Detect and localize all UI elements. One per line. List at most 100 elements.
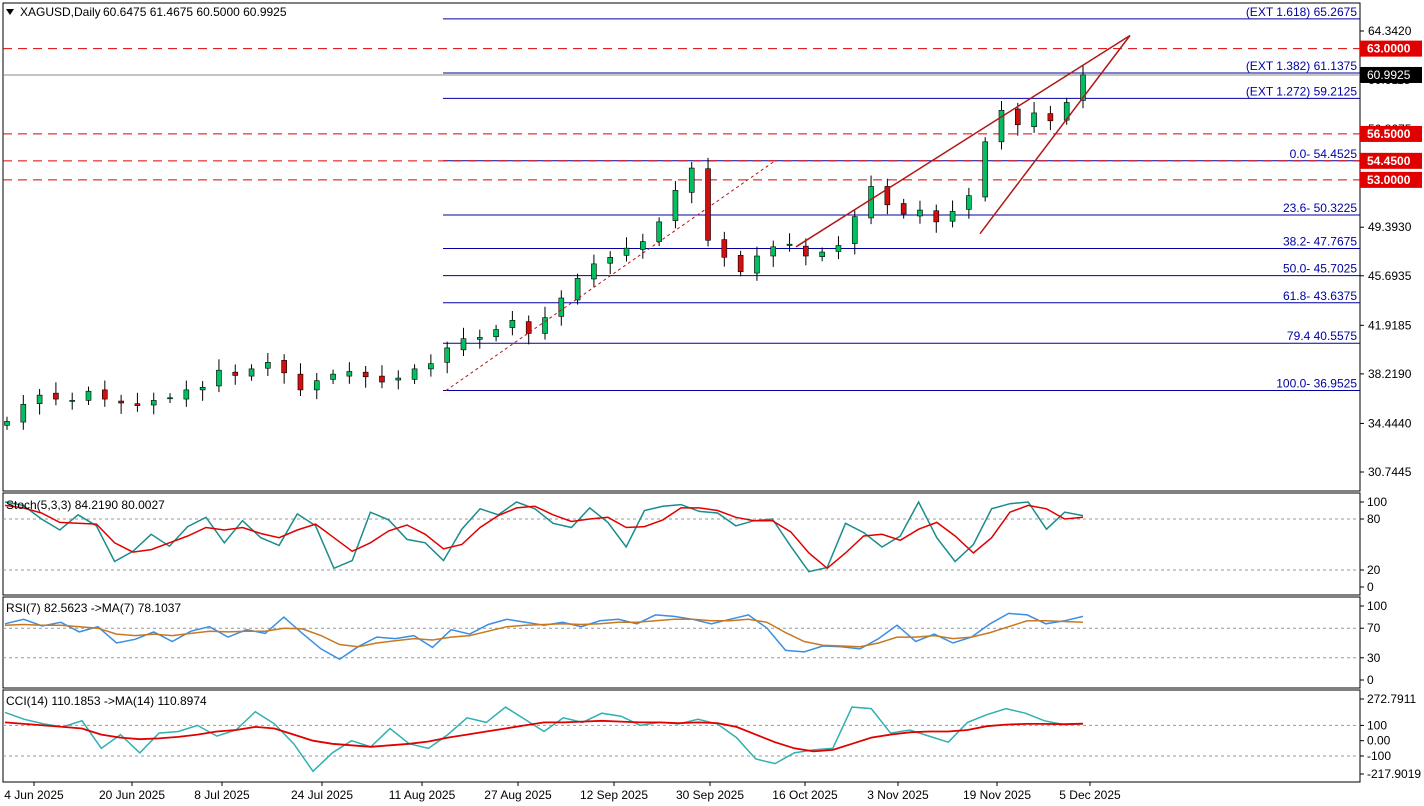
candle <box>199 381 206 401</box>
candle-body <box>36 394 43 404</box>
rsi-ma-line <box>4 618 1084 648</box>
candle-body <box>525 321 532 334</box>
candle <box>1080 65 1086 109</box>
candle <box>20 395 27 430</box>
candle-body <box>688 167 695 193</box>
indicator-tick-label: 100 <box>1367 718 1387 732</box>
current-price-tag <box>1360 66 1422 83</box>
candle-body <box>754 255 760 274</box>
candle <box>884 178 891 215</box>
fib-level-label: (EXT 1.272) 59.2125 <box>1246 84 1358 98</box>
candle <box>248 364 255 381</box>
price-tick-label: 34.4440 <box>1368 416 1412 430</box>
price-level-tag-label: 63.0000 <box>1367 42 1411 56</box>
candle-body <box>982 141 988 198</box>
candle <box>297 363 304 397</box>
candle <box>102 380 108 407</box>
candle-body <box>721 239 728 258</box>
candle-body <box>476 337 483 340</box>
candle <box>900 198 907 219</box>
candle-body <box>183 389 190 400</box>
candle <box>444 341 450 374</box>
candle-body <box>297 373 304 391</box>
candle-body <box>737 255 744 273</box>
candle-body <box>444 347 450 363</box>
indicator-tick-label: 0 <box>1367 673 1374 687</box>
date-axis-label: 12 Sep 2025 <box>580 788 648 802</box>
indicator-tick-label: 0 <box>1367 580 1374 594</box>
candle <box>525 315 532 345</box>
candle-body <box>85 390 92 401</box>
date-axis-label: 4 Jun 2025 <box>4 788 64 802</box>
candle-body <box>199 386 206 391</box>
fib-level-label: (EXT 1.618) 65.2675 <box>1246 5 1358 19</box>
candle <box>134 392 141 412</box>
main-panel-frame <box>2 2 1361 492</box>
price-tick-label: 49.3930 <box>1368 220 1412 234</box>
candle <box>167 393 173 404</box>
candle <box>346 362 353 384</box>
candle-body <box>803 245 809 257</box>
candle-body <box>281 360 287 374</box>
candle <box>85 386 92 405</box>
stoch-panel-frame <box>2 492 1361 596</box>
candle-body <box>411 368 418 380</box>
fib-level-label: 100.0- 36.9525 <box>1276 377 1357 391</box>
candle <box>232 364 239 385</box>
candle <box>786 233 793 252</box>
fib-level-label: 23.6- 50.3225 <box>1283 201 1357 215</box>
candle <box>737 250 744 277</box>
date-axis-label: 20 Jun 2025 <box>99 788 165 802</box>
candle-body <box>265 362 271 369</box>
candle-body <box>509 320 516 328</box>
indicator-tick-label: 20 <box>1367 563 1381 577</box>
date-axis-label: 27 Aug 2025 <box>484 788 552 802</box>
candle-body <box>607 257 614 264</box>
candle <box>281 354 287 384</box>
candle-body <box>770 246 777 257</box>
candle-body <box>330 373 336 380</box>
indicator-tick-label: 272.7911 <box>1367 692 1416 706</box>
candle-body <box>4 421 10 426</box>
price-level-tag <box>1360 125 1422 142</box>
candle <box>688 161 695 204</box>
header-symbol: XAGUSD,Daily <box>20 5 101 19</box>
candle <box>313 372 320 400</box>
trend-dotted-line <box>445 160 776 391</box>
candle-body <box>167 397 173 400</box>
indicator-tick-label: -100 <box>1367 749 1391 763</box>
candle <box>509 311 516 336</box>
candle-body <box>69 400 76 402</box>
price-tick-label: 41.9185 <box>1368 318 1412 332</box>
candle <box>36 388 43 415</box>
fib-level-label: 50.0- 45.7025 <box>1283 262 1357 276</box>
date-axis-label: 8 Jul 2025 <box>194 788 250 802</box>
fib-level-label: 61.8- 43.6375 <box>1283 289 1357 303</box>
candle-body <box>640 241 646 250</box>
candle-body <box>835 245 842 252</box>
candle <box>770 240 777 267</box>
candle <box>672 181 679 229</box>
candle-body <box>362 371 369 378</box>
candle <box>966 187 972 219</box>
wedge-upper-line <box>795 34 1131 248</box>
candle <box>395 370 402 390</box>
cci-ma-line <box>4 719 1084 753</box>
candle <box>362 366 369 388</box>
cci-panel-frame <box>2 689 1361 783</box>
candle-body <box>998 110 1005 143</box>
candle-body <box>20 404 27 423</box>
cci-title: CCI(14) 110.1853 ->MA(14) 110.8974 <box>6 694 207 708</box>
candle <box>705 157 711 247</box>
date-axis-label: 24 Jul 2025 <box>291 788 353 802</box>
candle <box>460 327 467 357</box>
price-level-tag-label: 54.4500 <box>1367 154 1411 168</box>
date-axis-label: 30 Sep 2025 <box>676 788 744 802</box>
indicator-tick-label: 70 <box>1367 621 1381 635</box>
date-axis-label: 11 Aug 2025 <box>389 788 456 802</box>
rsi-title: RSI(7) 82.5623 ->MA(7) 78.1037 <box>6 601 181 615</box>
candle-body <box>428 363 434 370</box>
menu-triangle-icon[interactable] <box>6 9 14 15</box>
candle-body <box>672 190 679 221</box>
